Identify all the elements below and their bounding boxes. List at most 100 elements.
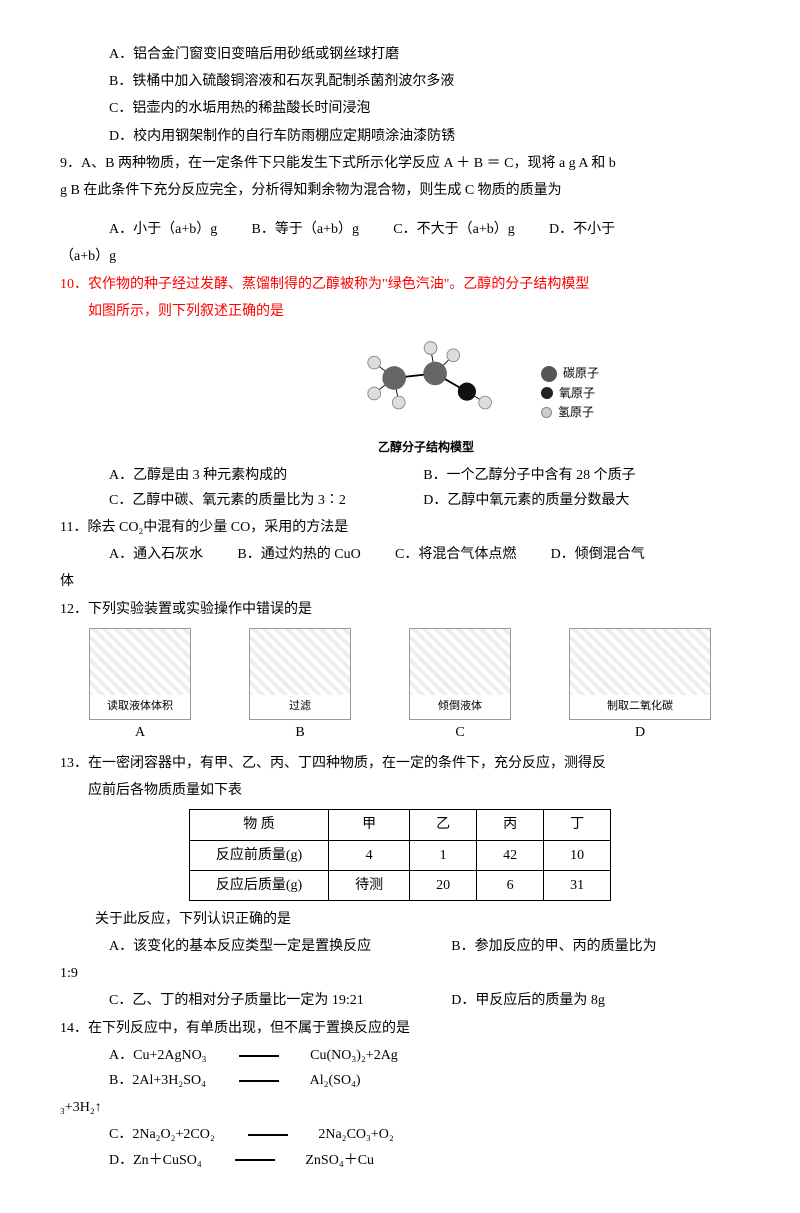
col-c: 丙 (477, 810, 544, 840)
cell: 待测 (329, 870, 410, 900)
q12-labelC: C (409, 720, 511, 745)
q13-stem-line1: 13．在一密闭容器中，有甲、乙、丙、丁四种物质，在一定的条件下，充分反应，测得反 (60, 751, 740, 776)
q12-capC: 倾倒液体 (410, 695, 510, 719)
q14-A-left: A．Cu+2AgNO₃ (109, 1043, 207, 1068)
spacer (60, 205, 740, 215)
cell: 31 (544, 870, 611, 900)
q14-D-right: ZnSO₄＋Cu (305, 1148, 374, 1173)
q11-optC: C．将混合气体点燃 (395, 542, 516, 567)
molecule-diagram: 乙醇分子结构模型 (341, 328, 511, 459)
q9-options: A．小于（a+b）g B．等于（a+b）g C．不大于（a+b）g D．不小于 (60, 217, 740, 242)
q13-optB: B．参加反应的甲、丙的质量比为 (451, 934, 656, 959)
reaction-line-icon (235, 1159, 275, 1161)
q11-optD: D．倾倒混合气 (551, 542, 645, 567)
row1-label: 反应前质量(g) (189, 840, 328, 870)
q13-stem-line2: 应前后各物质质量如下表 (60, 778, 740, 803)
q8-optB: B．铁桶中加入硫酸铜溶液和石灰乳配制杀菌剂波尔多液 (60, 69, 740, 94)
q13-options-row1: A．该变化的基本反应类型一定是置换反应 B．参加反应的甲、丙的质量比为 (60, 934, 740, 959)
q13-post: 关于此反应，下列认识正确的是 (60, 907, 740, 932)
table-row: 反应后质量(g) 待测 20 6 31 (189, 870, 610, 900)
col-a: 甲 (329, 810, 410, 840)
table-row: 物 质 甲 乙 丙 丁 (189, 810, 610, 840)
q10-figure-block: 乙醇分子结构模型 碳原子 氧原子 氢原子 (200, 328, 740, 459)
row2-label: 反应后质量(g) (189, 870, 328, 900)
q12-capB: 过滤 (250, 695, 350, 719)
q13-optC: C．乙、丁的相对分子质量比一定为 19:21 (109, 988, 417, 1013)
q14-C-right: 2Na₂CO₃+O₂ (318, 1122, 393, 1147)
q14-C-left: C．2Na₂O₂+2CO₂ (109, 1122, 215, 1147)
q11-options: A．通入石灰水 B．通过灼热的 CuO C．将混合气体点燃 D．倾倒混合气 (60, 542, 740, 567)
q8-optC: C．铝壶内的水垢用热的稀盐酸长时间浸泡 (60, 96, 740, 121)
q10-optD: D．乙醇中氧元素的质量分数最大 (423, 488, 629, 513)
q9-optB: B．等于（a+b）g (252, 217, 359, 242)
q14-optA: A．Cu+2AgNO₃Cu(NO₃)₂+2Ag (109, 1043, 431, 1068)
q13-optB-cont: 1:9 (60, 961, 740, 986)
q14-stem: 14．在下列反应中，有单质出现，但不属于置换反应的是 (60, 1016, 740, 1041)
ethanol-molecule-icon (341, 328, 511, 428)
q12-figures: 读取液体体积A 过滤B 倾倒液体C 制取二氧化碳D (60, 628, 740, 745)
q8-optA: A．铝合金门窗变旧变暗后用砂纸或钢丝球打磨 (60, 42, 740, 67)
col-d: 丁 (544, 810, 611, 840)
q14-optB-cont: ₃+3H₂↑ (60, 1095, 740, 1120)
q9-optD: D．不小于 (549, 217, 615, 242)
q9-stem-line2: g B 在此条件下充分反应完全，分析得知剩余物为混合物，则生成 C 物质的质量为 (60, 178, 740, 203)
q14-row2: C．2Na₂O₂+2CO₂ 2Na₂CO₃+O₂ D．Zn＋CuSO₄ ZnSO₄＋… (60, 1122, 740, 1172)
hydrogen-dot-icon (541, 407, 552, 418)
q13-table: 物 质 甲 乙 丙 丁 反应前质量(g) 4 1 42 10 反应后质量(g) … (189, 809, 611, 901)
q10-stem-line2: 如图所示，则下列叙述正确的是 (60, 299, 740, 324)
cell: 10 (544, 840, 611, 870)
q11-stem: 11．除去 CO₂中混有的少量 CO，采用的方法是 (60, 515, 740, 540)
q12-figA: 读取液体体积A (89, 628, 191, 745)
legend-oxygen: 氧原子 (541, 384, 599, 403)
q9-optA: A．小于（a+b）g (109, 217, 217, 242)
reaction-line-icon (248, 1134, 288, 1136)
q10-optC: C．乙醇中碳、氧元素的质量比为 3∶2 (109, 488, 389, 513)
q11-optB: B．通过灼热的 CuO (237, 542, 360, 567)
q12-labelA: A (89, 720, 191, 745)
cell: 42 (477, 840, 544, 870)
q14-optB: B．2Al+3H₂SO₄ Al₂(SO₄) (109, 1068, 391, 1093)
q14-B-right: Al₂(SO₄) (310, 1068, 361, 1093)
q9-optC: C．不大于（a+b）g (393, 217, 514, 242)
co2-generator-icon: 制取二氧化碳 (569, 628, 711, 720)
q11-optA: A．通入石灰水 (109, 542, 203, 567)
q14-row1: A．Cu+2AgNO₃Cu(NO₃)₂+2Ag B．2Al+3H₂SO₄ Al₂(… (60, 1043, 740, 1093)
table-row: 反应前质量(g) 4 1 42 10 (189, 840, 610, 870)
q14-B-left: B．2Al+3H₂SO₄ (109, 1068, 206, 1093)
atom-legend: 碳原子 氧原子 氢原子 (541, 364, 599, 422)
q13-optA: A．该变化的基本反应类型一定是置换反应 (109, 934, 417, 959)
q11-tail: 体 (60, 569, 740, 594)
legend-oxygen-label: 氧原子 (559, 384, 595, 403)
q10-optB: B．一个乙醇分子中含有 28 个质子 (423, 463, 635, 488)
q8-optD: D．校内用钢架制作的自行车防雨棚应定期喷涂油漆防锈 (60, 124, 740, 149)
q12-labelD: D (569, 720, 711, 745)
cell: 1 (410, 840, 477, 870)
q9-stem-line1: 9．A、B 两种物质，在一定条件下只能发生下式所示化学反应 A ＋ B ＝ C，… (60, 151, 740, 176)
legend-carbon-label: 碳原子 (563, 364, 599, 383)
carbon-dot-icon (541, 366, 557, 382)
q10-stem-line1: 10．农作物的种子经过发酵、蒸馏制得的乙醇被称为"绿色汽油"。乙醇的分子结构模型 (60, 272, 740, 297)
q13-options-row2: C．乙、丁的相对分子质量比一定为 19:21 D．甲反应后的质量为 8g (60, 988, 740, 1013)
molecule-caption: 乙醇分子结构模型 (341, 437, 511, 459)
cell: 4 (329, 840, 410, 870)
oxygen-dot-icon (541, 387, 553, 399)
q13-optD: D．甲反应后的质量为 8g (451, 988, 605, 1013)
legend-hydrogen-label: 氢原子 (558, 403, 594, 422)
reaction-line-icon (239, 1055, 279, 1057)
q10-options: A．乙醇是由 3 种元素构成的 B．一个乙醇分子中含有 28 个质子 C．乙醇中… (60, 463, 740, 513)
pouring-liquid-icon: 倾倒液体 (409, 628, 511, 720)
q12-figC: 倾倒液体C (409, 628, 511, 745)
cell: 20 (410, 870, 477, 900)
q10-optA: A．乙醇是由 3 种元素构成的 (109, 463, 389, 488)
q9-optD-cont: （a+b）g (60, 244, 740, 269)
q14-optD: D．Zn＋CuSO₄ ZnSO₄＋Cu (109, 1148, 405, 1173)
col-b: 乙 (410, 810, 477, 840)
q12-capA: 读取液体体积 (90, 695, 190, 719)
q12-capD: 制取二氧化碳 (570, 695, 710, 719)
q12-labelB: B (249, 720, 351, 745)
legend-carbon: 碳原子 (541, 364, 599, 383)
cylinder-reading-icon: 读取液体体积 (89, 628, 191, 720)
q12-figB: 过滤B (249, 628, 351, 745)
q14-D-left: D．Zn＋CuSO₄ (109, 1148, 202, 1173)
col-substance: 物 质 (189, 810, 328, 840)
